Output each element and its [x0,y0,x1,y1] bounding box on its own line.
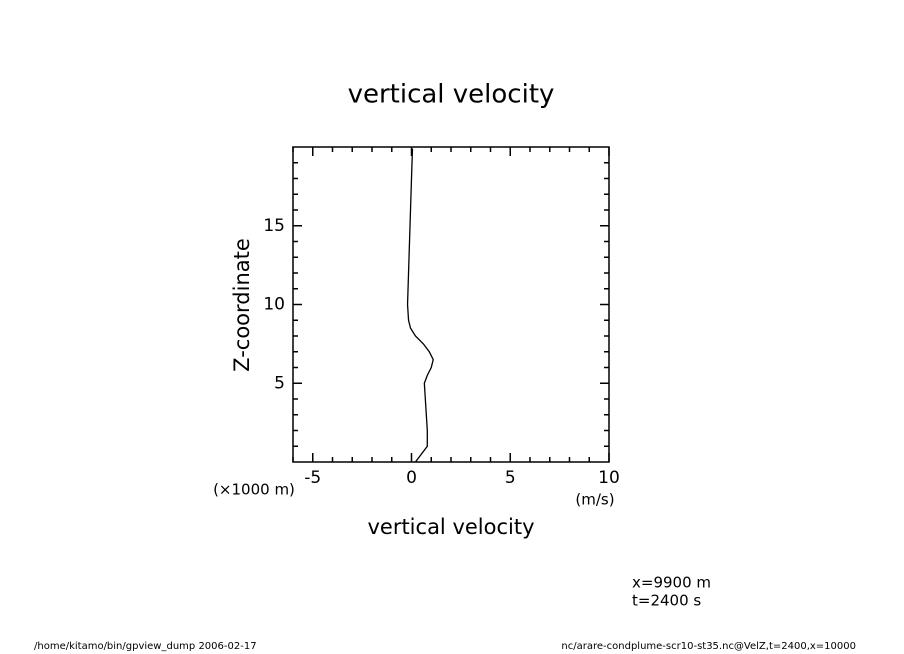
y-tick-label: 5 [274,373,285,393]
profile-line [406,148,434,463]
y-tick-label: 15 [263,216,285,236]
x-unit: (m/s) [575,491,614,509]
footer: nc/arare-condplume-scr10-st35.nc@VelZ,t=… [561,641,856,652]
chart-title: vertical velocity [348,80,555,110]
y-unit: (×1000 m) [213,481,295,499]
x-tick-label: 0 [406,468,417,488]
footer: /home/kitamo/bin/gpview_dump 2006-02-17 [34,641,257,652]
x-axis-label: vertical velocity [367,515,534,539]
annotation: t=2400 s [632,592,701,610]
x-tick-label: 5 [505,468,516,488]
x-tick-label: 10 [598,468,620,488]
y-axis-label: Z-coordinate [230,238,254,372]
annotation: x=9900 m [632,574,711,592]
y-tick-label: 10 [263,295,285,315]
x-tick-label: -5 [304,468,321,488]
